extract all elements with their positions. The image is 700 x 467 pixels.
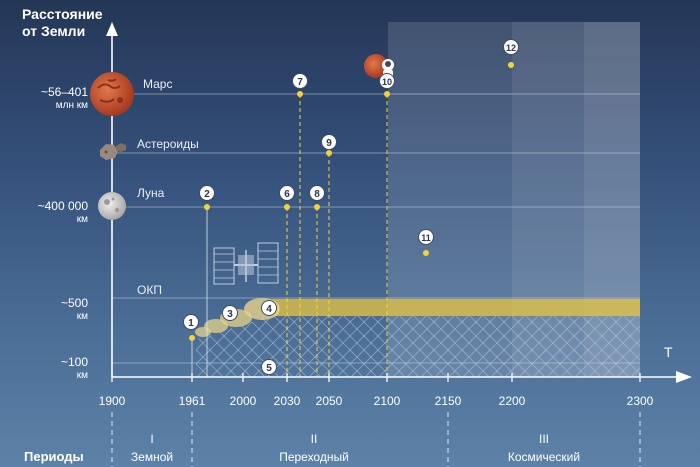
svg-text:1: 1 [188,318,194,329]
period-2-number: II [310,432,318,446]
marker-11: 11 [418,229,434,245]
y-axis-title-line1: Расстояние [22,6,103,22]
leo-band [268,299,640,316]
period-1-name: Земной [130,450,174,464]
svg-text:9: 9 [326,138,332,149]
marker-5: 5 [261,359,277,375]
marker-dot-12 [508,62,514,68]
period-1-number: I [150,432,154,446]
y-axis-arrow [106,22,118,36]
y-level-moon-unit: км [76,214,88,225]
marker-dot-7 [297,91,303,97]
svg-text:10: 10 [382,77,392,87]
period-3-name: Космический [507,450,581,464]
marker-6: 6 [279,185,295,201]
x-tick-label: 2050 [315,394,343,408]
y-level-low-value: ~100 [60,355,88,369]
marker-dot-10 [384,91,390,97]
svg-text:4: 4 [266,304,272,315]
period-2-name: Переходный [279,450,349,464]
leo-hatched-region [196,316,640,377]
marker-badges: 1 2 3 4 5 6 7 8 9 10 11 12 [183,39,519,375]
marker-dot-1 [189,335,195,341]
marker-12: 12 [503,39,519,55]
zone-label-leo: ОКП [137,283,162,297]
y-level-mars-value: ~56–401 [40,85,88,99]
marker-10: 10 [379,73,395,89]
zone-label-asteroids: Астероиды [137,137,199,151]
y-level-mars-unit: млн км [55,100,88,111]
period-3-number: III [538,432,549,446]
y-level-leo-unit: км [76,311,88,322]
x-tick-label: 2150 [434,394,462,408]
zone-label-mars: Марс [143,77,173,91]
x-tick-label: 2000 [229,394,257,408]
marker-7: 7 [292,73,308,89]
space-station-icon [213,242,279,285]
x-tick-label: 2100 [373,394,401,408]
svg-text:2: 2 [204,189,210,200]
y-level-moon-value: ~400 000 [37,199,88,213]
asteroid-icon [100,143,126,160]
y-axis-title-line2: от Земли [22,23,86,39]
svg-text:6: 6 [284,189,290,200]
x-tick-label: 1900 [98,394,126,408]
marker-dot-11 [423,250,429,256]
y-level-leo-value: ~500 [60,296,88,310]
x-axis-arrow [676,371,692,383]
marker-dot-6 [284,204,290,210]
svg-text:8: 8 [314,189,320,200]
growth-ellipse [204,319,228,333]
marker-3: 3 [222,305,238,321]
mars-icon [90,72,134,116]
marker-2: 2 [199,185,215,201]
moon-icon [98,192,126,220]
x-tick-label: 2300 [626,394,654,408]
periods-title: Периоды [24,449,84,464]
zone-label-moon: Луна [137,186,165,200]
x-tick-label: 2030 [273,394,301,408]
x-axis-ticks [111,373,641,382]
marker-dot-8 [314,204,320,210]
y-level-low-unit: км [76,370,88,381]
marker-dot-9 [326,150,332,156]
svg-text:5: 5 [266,363,272,374]
marker-dot-2 [204,204,210,210]
svg-text:3: 3 [227,309,233,320]
y-axis-title: Расстояние от Земли [22,6,103,40]
marker-1: 1 [183,314,199,330]
marker-9: 9 [321,134,337,150]
x-tick-label: 2200 [498,394,526,408]
svg-text:12: 12 [506,43,516,53]
x-tick-label: 1961 [178,394,206,408]
x-axis-label: T [664,344,673,360]
marker-4: 4 [261,300,277,316]
svg-text:7: 7 [297,77,303,88]
marker-8: 8 [309,185,325,201]
marker-dots [189,62,514,341]
svg-text:11: 11 [421,233,431,243]
